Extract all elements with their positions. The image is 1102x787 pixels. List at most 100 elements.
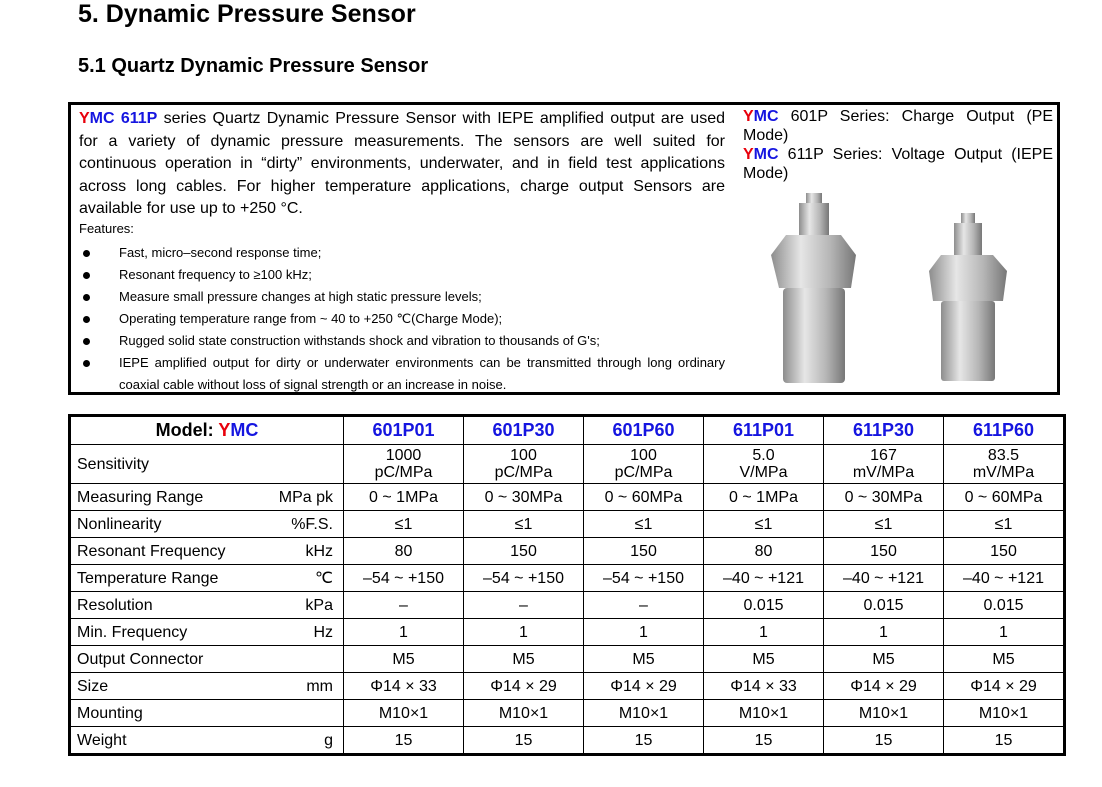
table-cell: M10×1	[703, 699, 824, 727]
table-cell: Φ14 × 29	[943, 672, 1065, 700]
table-cell: 0 ~ 60MPa	[583, 483, 704, 511]
row-label: Mounting	[69, 699, 269, 727]
table-cell: 1000 pC/MPa	[343, 444, 464, 484]
table-cell: 0 ~ 30MPa	[823, 483, 944, 511]
table-cell: 1	[463, 618, 584, 646]
table-cell: 1	[583, 618, 704, 646]
table-cell: Φ14 × 33	[703, 672, 824, 700]
model-column-header: 611P01	[703, 415, 824, 445]
table-cell: ≤1	[823, 510, 944, 538]
table-cell: –	[463, 591, 584, 619]
table-cell: 5.0 V/MPa	[703, 444, 824, 484]
table-cell: 1	[943, 618, 1065, 646]
section-heading: 5.1 Quartz Dynamic Pressure Sensor	[78, 55, 429, 77]
table-row: Sensitivity 1000 pC/MPa 100 pC/MPa 100 pC/MPa 5…	[69, 444, 1065, 484]
table-cell: 167 mV/MPa	[823, 444, 944, 484]
table-cell: Φ14 × 29	[823, 672, 944, 700]
table-cell: 150	[583, 537, 704, 565]
table-cell: 150	[463, 537, 584, 565]
table-cell: M5	[943, 645, 1065, 673]
table-cell: ≤1	[343, 510, 464, 538]
table-row: Output Connector M5 M5 M5 M5 M5 M5	[69, 645, 1065, 673]
table-cell: –	[343, 591, 464, 619]
table-row: Measuring Range MPa pk 0 ~ 1MPa 0 ~ 30MPa 0 …	[69, 483, 1065, 511]
row-label: Resolution	[69, 591, 269, 619]
specifications-table: Model: YMC 601P01 601P30 601P60 611P01 611P3…	[68, 414, 1066, 756]
table-cell: M5	[463, 645, 584, 673]
table-cell: –40 ~ +121	[823, 564, 944, 592]
table-cell: M10×1	[823, 699, 944, 727]
feature-item: Resonant frequency to ≥100 kHz;	[79, 264, 725, 286]
features-list: Fast, micro–second response time; Resonan…	[79, 242, 725, 396]
product-overview-box: YMC 611P series Quartz Dynamic Pressure …	[68, 102, 1060, 395]
series-description: YMC 601P Series: Charge Output (PE Mode)…	[743, 108, 1053, 182]
table-cell: ≤1	[943, 510, 1065, 538]
feature-item: Operating temperature range from ~ 40 to…	[79, 308, 725, 330]
table-cell: M10×1	[343, 699, 464, 727]
table-cell: 0.015	[823, 591, 944, 619]
table-row: Temperature Range ℃ –54 ~ +150 –54 ~ +150 –5…	[69, 564, 1065, 592]
feature-item: Rugged solid state construction withstan…	[79, 330, 725, 352]
table-cell: 15	[463, 726, 584, 755]
row-unit: g	[269, 726, 344, 755]
row-label: Resonant Frequency	[69, 537, 269, 565]
table-cell: 80	[343, 537, 464, 565]
table-row: Mounting M10×1 M10×1 M10×1 M10×1 M10×1 M10×1	[69, 699, 1065, 727]
table-row: Nonlinearity %F.S. ≤1 ≤1 ≤1 ≤1 ≤1 ≤1	[69, 510, 1065, 538]
table-cell: –54 ~ +150	[583, 564, 704, 592]
table-cell: –54 ~ +150	[463, 564, 584, 592]
table-cell: –	[583, 591, 704, 619]
table-cell: M5	[583, 645, 704, 673]
model-column-header: 611P30	[823, 415, 944, 445]
table-cell: 15	[583, 726, 704, 755]
table-cell: 0 ~ 30MPa	[463, 483, 584, 511]
row-unit	[269, 699, 344, 727]
features-title: Features:	[79, 221, 134, 236]
model-column-header: 601P01	[343, 415, 464, 445]
table-cell: 0 ~ 1MPa	[343, 483, 464, 511]
row-label: Measuring Range	[69, 483, 269, 511]
sensor-image-2	[929, 213, 1007, 381]
table-cell: Φ14 × 29	[583, 672, 704, 700]
table-cell: M10×1	[943, 699, 1065, 727]
table-cell: 100 pC/MPa	[463, 444, 584, 484]
table-cell: 0 ~ 60MPa	[943, 483, 1065, 511]
intro-paragraph: YMC 611P series Quartz Dynamic Pressure …	[79, 110, 726, 217]
model-column-header: 601P30	[463, 415, 584, 445]
row-unit: %F.S.	[269, 510, 344, 538]
page-heading: 5. Dynamic Pressure Sensor	[78, 0, 416, 28]
row-unit	[269, 444, 344, 484]
feature-item: IEPE amplified output for dirty or under…	[79, 352, 725, 396]
table-cell: 15	[943, 726, 1065, 755]
table-cell: 0.015	[703, 591, 824, 619]
row-label: Nonlinearity	[69, 510, 269, 538]
table-row: Min. Frequency Hz 1 1 1 1 1 1	[69, 618, 1065, 646]
table-cell: 15	[823, 726, 944, 755]
sensor-image-1	[771, 193, 856, 383]
table-row: Weight g 15 15 15 15 15 15	[69, 726, 1065, 755]
table-cell: –54 ~ +150	[343, 564, 464, 592]
table-header-row: Model: YMC 601P01 601P30 601P60 611P01 611P3…	[69, 415, 1065, 445]
row-unit: mm	[269, 672, 344, 700]
table-row: Resonant Frequency kHz 80 150 150 80 150 150	[69, 537, 1065, 565]
row-label: Weight	[69, 726, 269, 755]
table-cell: –40 ~ +121	[943, 564, 1065, 592]
table-cell: ≤1	[463, 510, 584, 538]
table-cell: 1	[703, 618, 824, 646]
table-cell: Φ14 × 33	[343, 672, 464, 700]
row-label: Temperature Range	[69, 564, 269, 592]
table-cell: 83.5 mV/MPa	[943, 444, 1065, 484]
table-cell: 1	[343, 618, 464, 646]
model-column-header: 601P60	[583, 415, 704, 445]
row-unit: Hz	[269, 618, 344, 646]
table-row: Resolution kPa – – –0.015 0.015 0.015	[69, 591, 1065, 619]
table-cell: M5	[343, 645, 464, 673]
table-cell: 0 ~ 1MPa	[703, 483, 824, 511]
row-label: Output Connector	[69, 645, 269, 673]
row-unit	[269, 645, 344, 673]
feature-item: Measure small pressure changes at high s…	[79, 286, 725, 308]
table-row: Size mm Φ14 × 33 Φ14 × 29 Φ14 × 29 Φ14 × 33 Φ1…	[69, 672, 1065, 700]
model-header: Model: YMC	[69, 415, 344, 445]
table-cell: M10×1	[583, 699, 704, 727]
feature-item: Fast, micro–second response time;	[79, 242, 725, 264]
